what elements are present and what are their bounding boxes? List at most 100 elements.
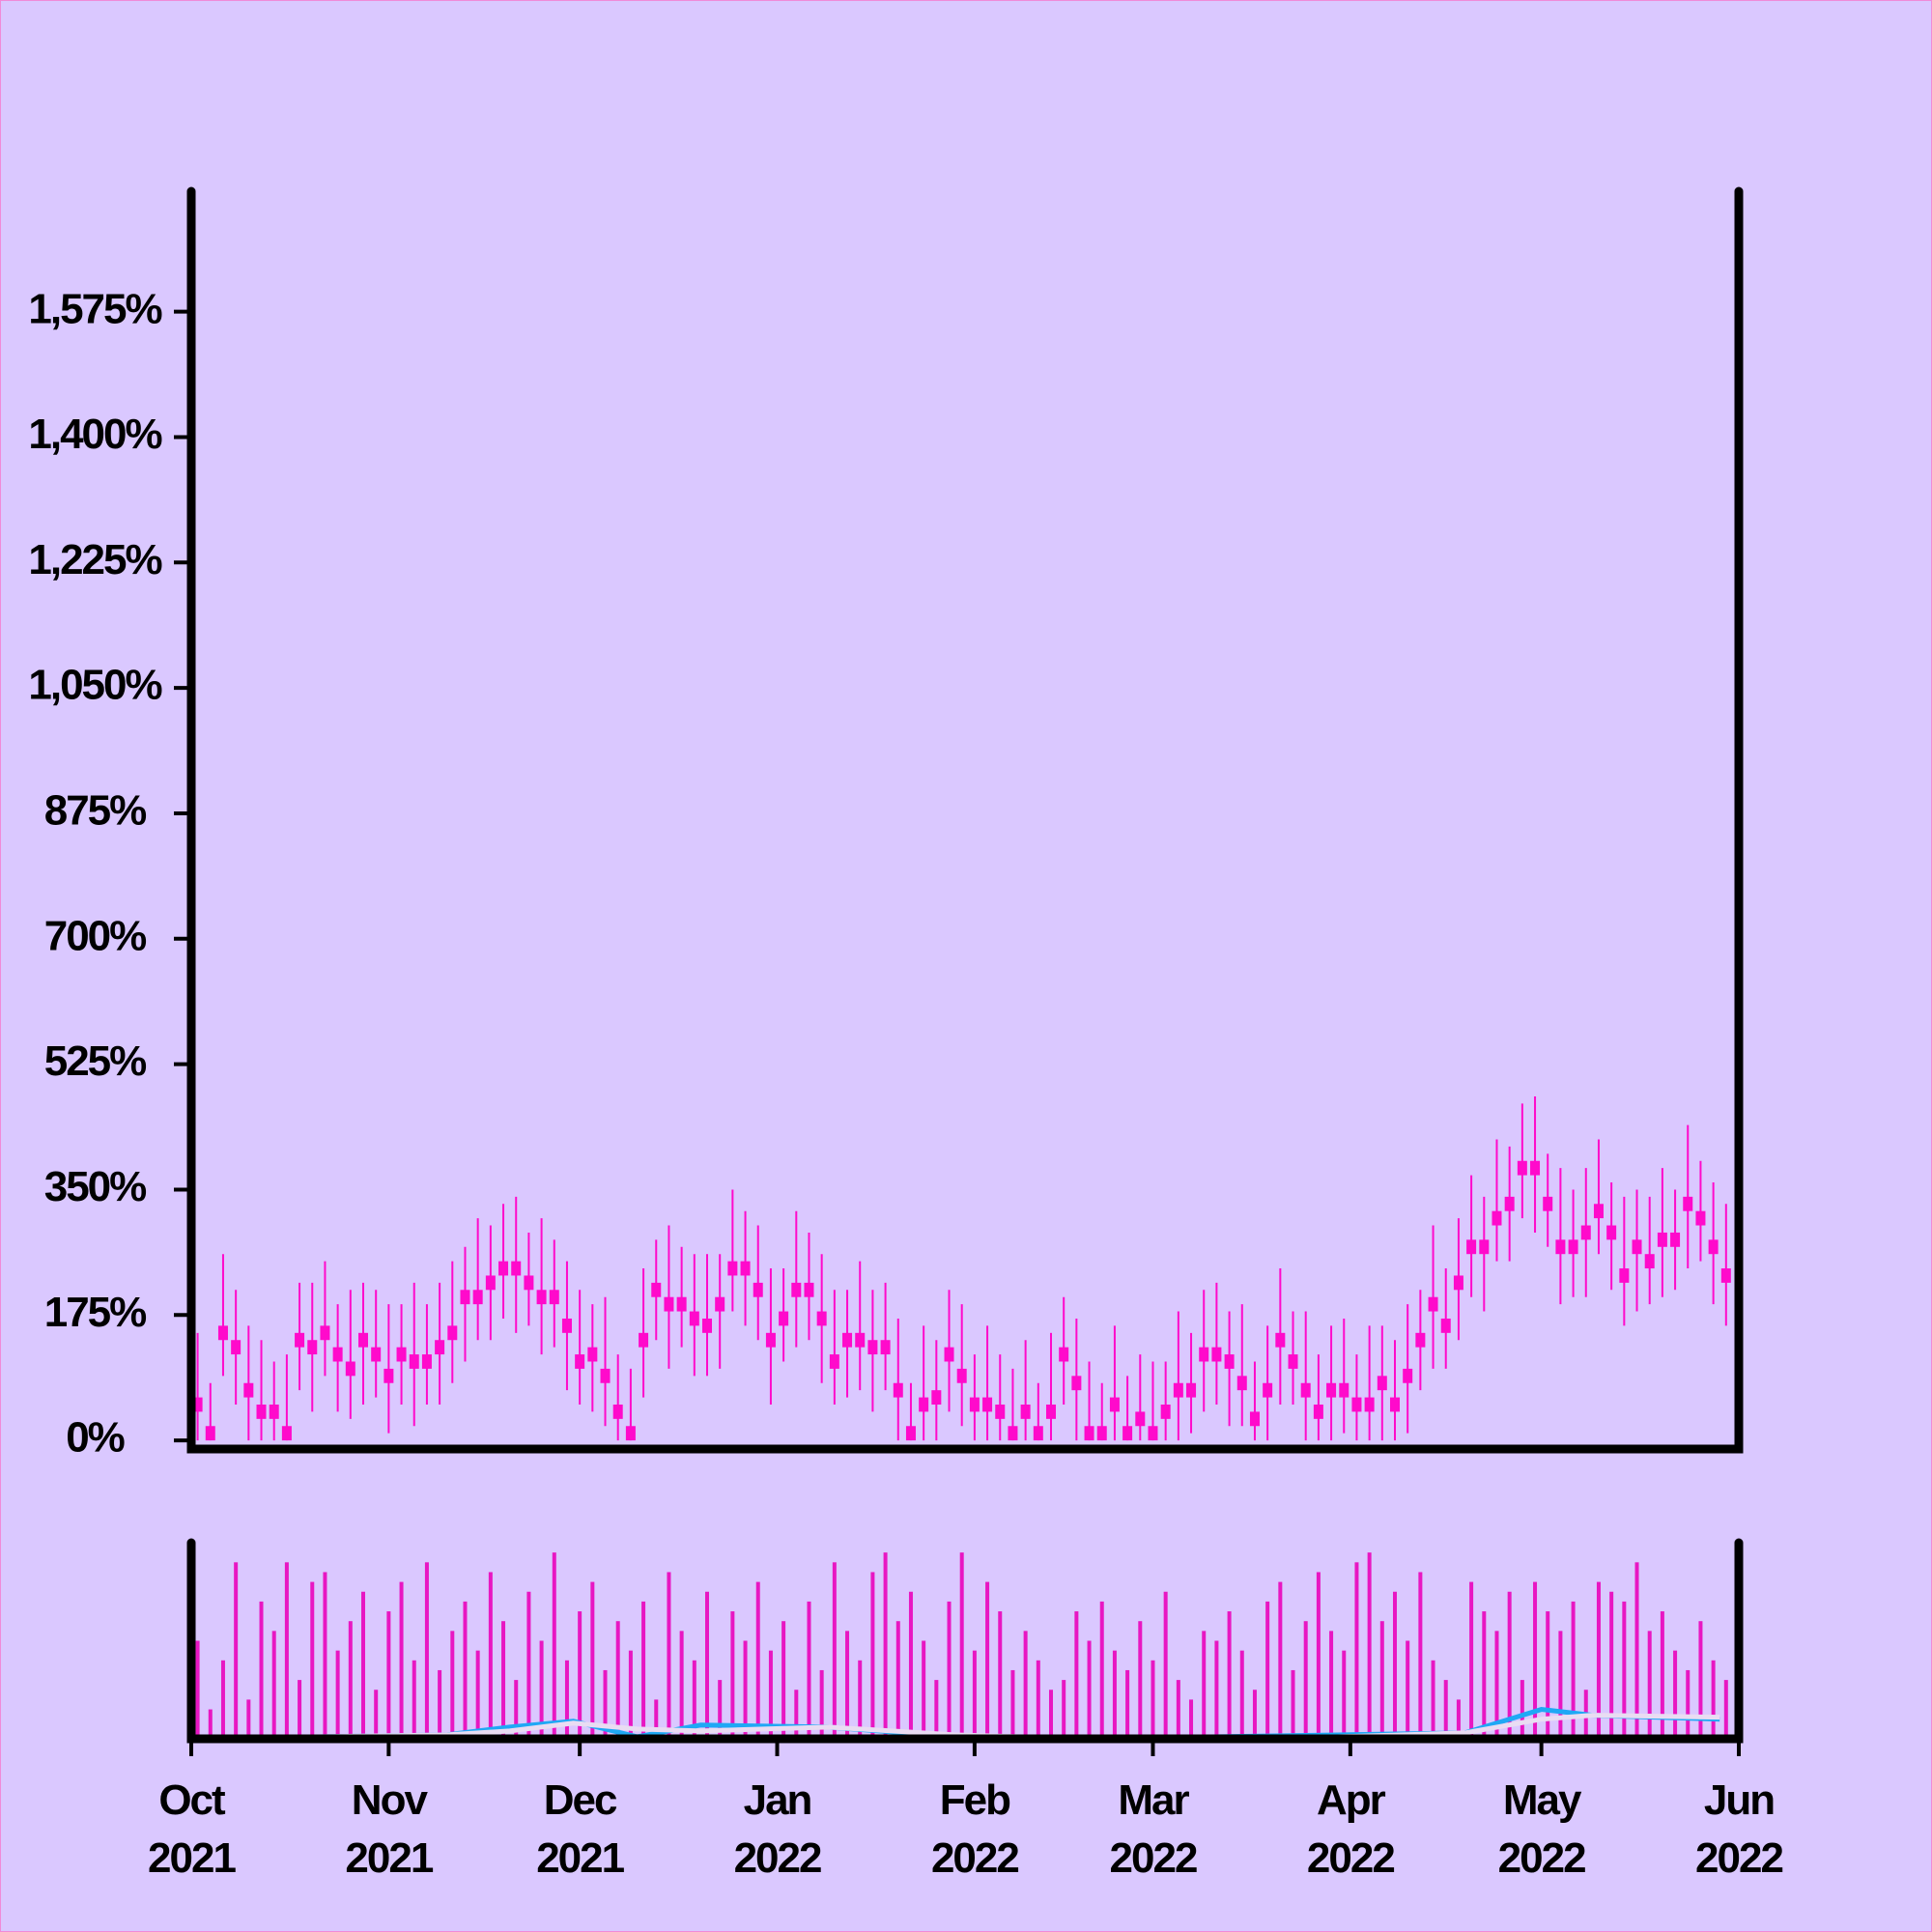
volume-bar xyxy=(539,1640,544,1739)
candle-body xyxy=(676,1296,687,1312)
candle-body xyxy=(1135,1411,1146,1427)
volume-bar xyxy=(1252,1690,1257,1739)
volume-bar xyxy=(718,1680,723,1739)
volume-bar xyxy=(1291,1669,1295,1739)
volume-bar xyxy=(755,1581,760,1739)
candle-body xyxy=(1657,1232,1667,1247)
volume-bar xyxy=(1036,1660,1040,1739)
candle-body xyxy=(396,1347,407,1362)
volume-bar xyxy=(1342,1650,1347,1739)
volume-bar xyxy=(819,1669,824,1739)
candle-body xyxy=(1517,1160,1527,1176)
x-tick-label: May 2022 xyxy=(1498,1776,1585,1882)
y-tick-label: 700% xyxy=(44,912,146,959)
candle-body xyxy=(995,1405,1006,1419)
candle-body xyxy=(982,1397,993,1412)
candle-body xyxy=(816,1311,827,1326)
candle-body xyxy=(371,1347,382,1362)
candle-body xyxy=(765,1332,776,1348)
candle-body xyxy=(1109,1397,1120,1412)
volume-bar xyxy=(1686,1669,1690,1739)
volume-bar xyxy=(590,1581,595,1739)
volume-bar xyxy=(1316,1572,1321,1739)
volume-bar xyxy=(959,1552,964,1739)
candle-body xyxy=(689,1311,699,1326)
candle-body xyxy=(1288,1354,1298,1369)
volume-bar xyxy=(1010,1669,1015,1739)
candle-body xyxy=(1720,1268,1731,1283)
candle-body xyxy=(727,1261,738,1276)
candle-body xyxy=(1543,1196,1553,1211)
candle-body xyxy=(1033,1426,1043,1441)
candle-body xyxy=(320,1325,330,1341)
volume-bar xyxy=(1227,1611,1232,1739)
volume-bar xyxy=(1520,1680,1524,1739)
x-tick-label-line: 2022 xyxy=(1307,1834,1394,1882)
candle-body xyxy=(1263,1382,1273,1398)
volume-bar xyxy=(488,1572,493,1739)
candle-body xyxy=(651,1282,662,1297)
candle-body xyxy=(1644,1254,1655,1269)
volume-bar xyxy=(845,1631,850,1739)
volume-bar xyxy=(730,1611,735,1739)
candle-body xyxy=(511,1261,522,1276)
volume-bar xyxy=(908,1591,913,1739)
candle-body xyxy=(587,1347,598,1362)
volume-bar xyxy=(1469,1581,1474,1739)
candle-body xyxy=(1071,1376,1082,1391)
volume-bar xyxy=(323,1572,327,1739)
candle-body xyxy=(1670,1232,1681,1247)
volume-bar xyxy=(1609,1591,1614,1739)
x-tick-label-line: 2022 xyxy=(734,1834,821,1882)
volume-bar xyxy=(985,1581,990,1739)
volume-bar xyxy=(1074,1611,1079,1739)
volume-bar xyxy=(998,1611,1003,1739)
candle-body xyxy=(269,1405,279,1419)
candle-body xyxy=(1492,1210,1502,1226)
volume-line xyxy=(191,1713,1720,1739)
volume-bar xyxy=(1023,1631,1028,1739)
volume-bar xyxy=(1558,1631,1563,1739)
candle-body xyxy=(880,1340,891,1355)
candle-body xyxy=(345,1361,355,1377)
volume-bar xyxy=(374,1690,379,1739)
volume-bar xyxy=(348,1621,353,1739)
candle-body xyxy=(409,1354,419,1369)
volume-bar xyxy=(1660,1611,1664,1739)
candle-body xyxy=(1568,1239,1578,1255)
candle-body xyxy=(1351,1397,1362,1412)
candle-body xyxy=(1084,1426,1094,1441)
candle-body xyxy=(1440,1318,1451,1333)
x-tick-label-line: 2022 xyxy=(931,1834,1018,1882)
candle-body xyxy=(561,1318,572,1333)
volume-bar xyxy=(1202,1631,1207,1739)
volume-bar xyxy=(1406,1640,1410,1739)
candle-body xyxy=(1504,1196,1515,1211)
volume-bar xyxy=(1647,1631,1652,1739)
volume-bar xyxy=(335,1650,340,1739)
volume-bar xyxy=(1239,1650,1244,1739)
volume-bar xyxy=(922,1640,926,1739)
candle-body xyxy=(1339,1382,1350,1398)
candle-body xyxy=(421,1354,432,1369)
candle-body xyxy=(472,1290,483,1305)
axes: 0% 175% 350% 525% 700% 875% 1,050% 1,225% 1,400%… xyxy=(28,186,1784,1882)
volume-bar xyxy=(832,1562,837,1739)
x-tick-label-line: 2021 xyxy=(536,1834,624,1882)
volume-bar xyxy=(412,1660,416,1739)
x-tick-label: Nov 2021 xyxy=(345,1776,433,1882)
volume-bar xyxy=(654,1699,659,1739)
volume-bar xyxy=(1189,1699,1194,1739)
x-tick-label-line: Mar xyxy=(1118,1776,1189,1824)
volume-bar xyxy=(743,1640,748,1739)
candle-body xyxy=(1211,1347,1222,1362)
y-tick-label: 350% xyxy=(44,1163,146,1210)
volume-bar xyxy=(934,1680,939,1739)
candle-body xyxy=(1580,1225,1591,1240)
volume-bar xyxy=(1698,1621,1703,1739)
candle-body xyxy=(905,1426,916,1441)
candle-body xyxy=(192,1397,203,1412)
volume-bar xyxy=(679,1631,684,1739)
volume-bar xyxy=(1163,1591,1168,1739)
